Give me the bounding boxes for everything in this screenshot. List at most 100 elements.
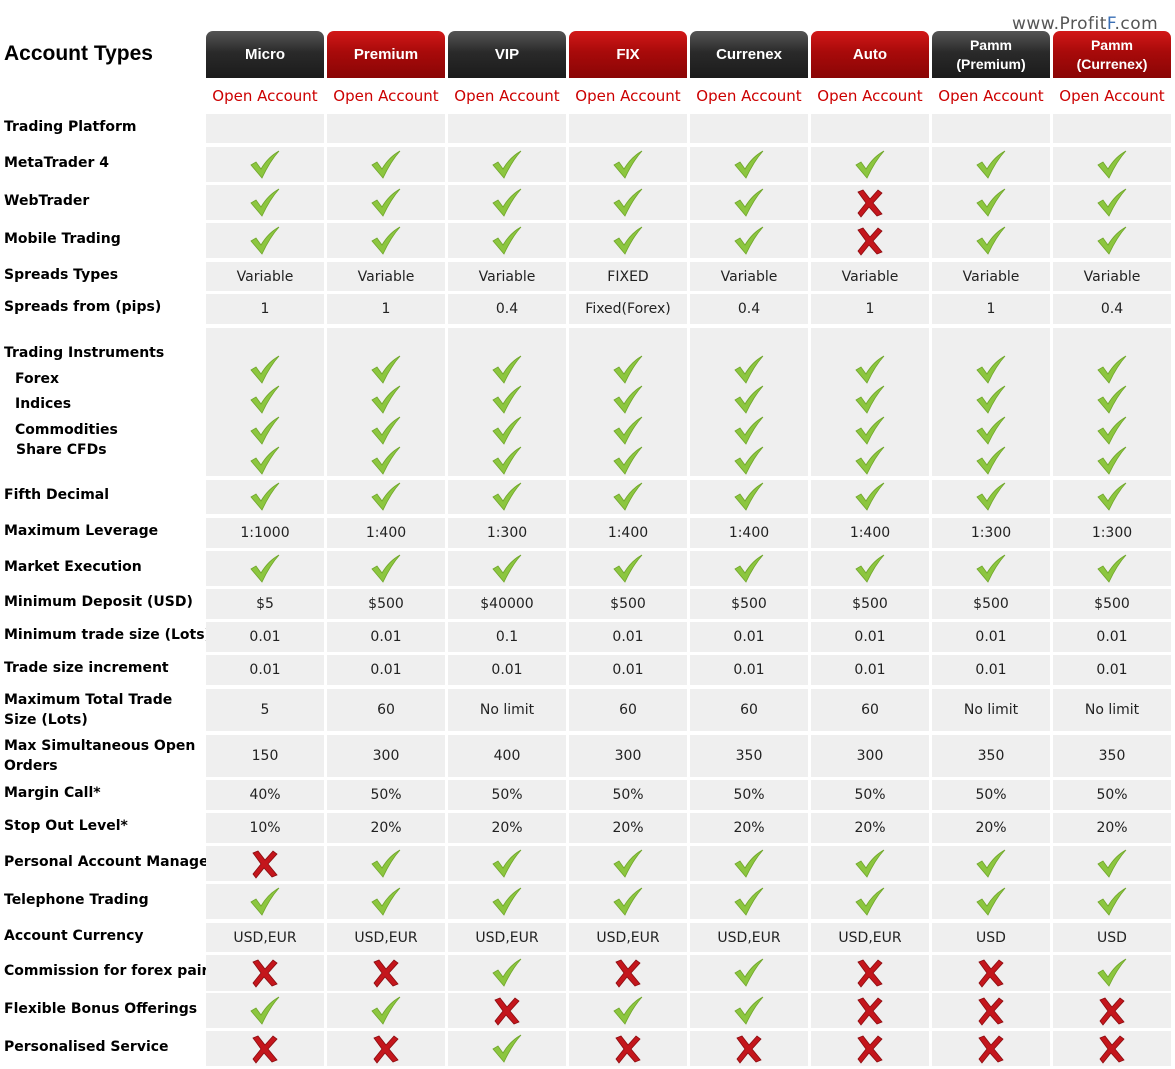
row-label: Commission for forex pairs <box>4 963 217 979</box>
cell-value: No limit <box>963 702 1019 718</box>
check-icon <box>734 554 764 583</box>
cross-icon <box>615 1034 641 1064</box>
watermark: www.ProfitF.com <box>1012 14 1159 34</box>
cell-value: Variable <box>357 268 415 285</box>
check-icon <box>492 226 522 255</box>
check-icon <box>1097 446 1127 475</box>
cell-value: 50% <box>854 787 886 803</box>
cell-value: Fixed(Forex) <box>585 301 671 317</box>
check-icon <box>976 355 1006 384</box>
cell-value: USD <box>976 929 1006 946</box>
check-icon <box>492 849 522 878</box>
cell-value: $500 <box>973 596 1009 612</box>
table-cell <box>569 923 687 952</box>
table-cell <box>448 780 566 810</box>
cross-icon <box>857 226 883 256</box>
cell-value: USD,EUR <box>233 929 297 946</box>
table-cell <box>932 780 1050 810</box>
check-icon <box>371 355 401 384</box>
cell-value: 0.01 <box>612 662 644 678</box>
open-account-link[interactable]: Open Account <box>575 87 681 105</box>
cell-value: Variable <box>962 268 1020 285</box>
open-account-link[interactable]: Open Account <box>817 87 923 105</box>
cell-value: 1:400 <box>728 525 770 541</box>
cross-icon <box>494 996 520 1026</box>
table-cell <box>811 780 929 810</box>
table-cell <box>569 114 687 143</box>
cell-value: 50% <box>733 787 765 803</box>
cell-value: $500 <box>731 596 767 612</box>
table-cell <box>448 923 566 952</box>
table-cell <box>327 655 445 685</box>
table-cell <box>569 780 687 810</box>
row-label: Stop Out Level* <box>4 818 128 834</box>
cell-value: 5 <box>260 702 270 718</box>
row-label: Spreads Types <box>4 266 119 283</box>
check-icon <box>1097 887 1127 916</box>
check-icon <box>613 416 643 445</box>
check-icon <box>734 188 764 217</box>
cell-value: USD,EUR <box>838 929 902 946</box>
cell-value: 0.01 <box>854 629 886 645</box>
cell-value: 300 <box>614 748 642 764</box>
check-icon <box>250 226 280 255</box>
check-icon <box>976 887 1006 916</box>
row-label: Telephone Trading <box>4 891 149 908</box>
cross-icon <box>736 1034 762 1064</box>
check-icon <box>855 887 885 916</box>
check-icon <box>613 446 643 475</box>
check-icon <box>371 996 401 1025</box>
check-icon <box>492 355 522 384</box>
table-cell <box>206 923 324 952</box>
table-cell <box>932 589 1050 619</box>
row-label: Minimum trade size (Lots) <box>4 627 211 643</box>
check-icon <box>613 150 643 179</box>
row-sublabel: Indices <box>15 396 72 412</box>
table-cell <box>1053 780 1171 810</box>
table-cell <box>811 262 929 291</box>
check-icon <box>613 887 643 916</box>
check-icon <box>855 355 885 384</box>
cell-value: No limit <box>479 702 535 718</box>
open-account-link[interactable]: Open Account <box>696 87 802 105</box>
cell-value: 1:400 <box>607 525 649 541</box>
cell-value: Variable <box>720 268 778 285</box>
cell-value: 0.4 <box>737 301 761 317</box>
row-label: Margin Call* <box>4 785 101 801</box>
table-cell <box>206 622 324 652</box>
cell-value: $500 <box>610 596 646 612</box>
row-label: Minimum Deposit (USD) <box>4 594 193 610</box>
check-icon <box>1097 188 1127 217</box>
open-account-link[interactable]: Open Account <box>1059 87 1165 105</box>
table-cell <box>569 589 687 619</box>
cell-value: 50% <box>612 787 644 803</box>
table-cell <box>206 735 324 777</box>
cross-icon <box>978 1034 1004 1064</box>
table-cell <box>932 735 1050 777</box>
check-icon <box>1097 150 1127 179</box>
table-cell <box>448 813 566 843</box>
table-cell <box>569 518 687 548</box>
table-cell <box>206 518 324 548</box>
cell-value: 20% <box>975 820 1007 836</box>
open-account-link[interactable]: Open Account <box>938 87 1044 105</box>
cell-value: 0.4 <box>495 301 519 317</box>
open-account-link[interactable]: Open Account <box>333 87 439 105</box>
cell-value: 1:1000 <box>240 525 290 541</box>
open-account-link[interactable]: Open Account <box>454 87 560 105</box>
row-label: Market Execution <box>4 558 142 575</box>
cell-value: 350 <box>1098 748 1126 764</box>
table-cell <box>1053 114 1171 143</box>
cell-value: 50% <box>370 787 402 803</box>
table-cell <box>811 622 929 652</box>
check-icon <box>250 482 280 511</box>
check-icon <box>734 958 764 987</box>
cell-value: 1:400 <box>849 525 891 541</box>
cell-value: 20% <box>854 820 886 836</box>
cross-icon <box>373 959 399 988</box>
table-cell <box>448 262 566 291</box>
open-account-link[interactable]: Open Account <box>212 87 318 105</box>
cell-value: 0.4 <box>1100 301 1124 317</box>
check-icon <box>613 385 643 414</box>
check-icon <box>976 188 1006 217</box>
